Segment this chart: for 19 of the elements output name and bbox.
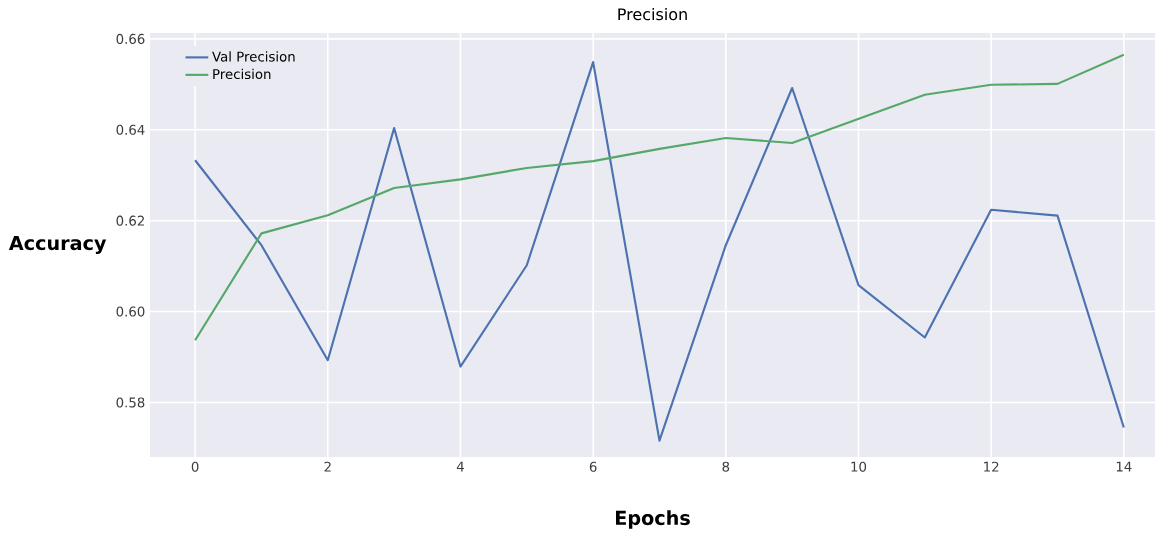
y-tick-label: 0.58 xyxy=(116,397,145,408)
x-tick-label: 8 xyxy=(722,461,730,472)
x-tick-label: 12 xyxy=(984,461,999,472)
y-tick-label: 0.62 xyxy=(116,215,144,226)
x-tick-label: 0 xyxy=(191,461,199,472)
x-axis-title: Epochs xyxy=(616,510,690,529)
y-axis-title: Accuracy xyxy=(8,235,107,255)
x-tick-label: 14 xyxy=(1116,461,1132,472)
x-tick-label: 2 xyxy=(324,461,331,472)
legend-label: Precision xyxy=(213,68,271,80)
legend-label: Val Precision xyxy=(212,51,295,62)
y-tick-label: 0.60 xyxy=(116,306,145,317)
y-tick-label: 0.66 xyxy=(116,33,145,44)
x-tick-label: 4 xyxy=(456,461,464,472)
chart-title: Precision xyxy=(618,7,687,21)
line-series xyxy=(194,61,1125,442)
x-tick-label: 6 xyxy=(589,461,597,472)
x-tick-label: 10 xyxy=(851,461,867,472)
y-tick-label: 0.64 xyxy=(116,124,145,135)
